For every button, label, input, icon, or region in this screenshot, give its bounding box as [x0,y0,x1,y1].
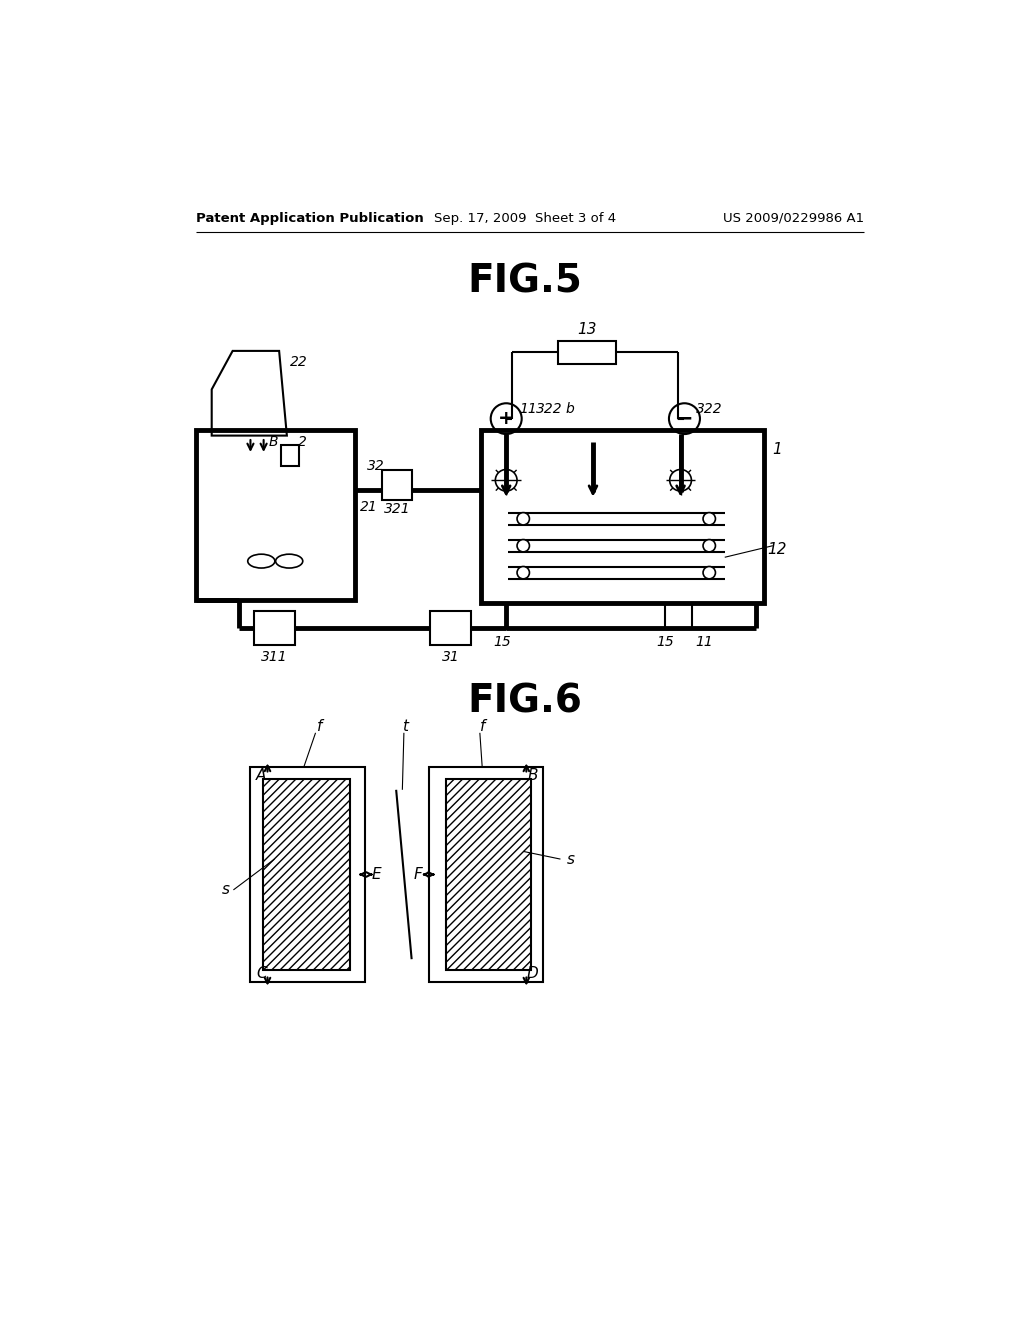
Text: 15: 15 [656,635,674,649]
Bar [445,779,531,970]
Bar [480,430,764,603]
Bar [382,470,412,499]
Text: 2: 2 [298,434,307,449]
Text: 12: 12 [768,543,787,557]
Bar [282,445,299,466]
Text: +: + [498,409,514,428]
Text: B: B [527,768,538,784]
Text: FIG.6: FIG.6 [467,682,583,721]
Bar [429,767,544,982]
Text: 32: 32 [368,459,385,474]
Text: 311: 311 [261,651,288,664]
Circle shape [703,566,716,578]
Text: 321: 321 [384,502,411,516]
Text: 322: 322 [696,403,723,416]
Circle shape [517,540,529,552]
Text: 1: 1 [772,442,782,457]
Text: US 2009/0229986 A1: US 2009/0229986 A1 [723,213,864,224]
Text: t: t [402,719,409,734]
Text: E: E [371,867,381,882]
Text: Patent Application Publication: Patent Application Publication [197,213,424,224]
Text: 322: 322 [536,403,562,416]
Text: f: f [479,719,484,734]
Text: 22: 22 [290,355,307,370]
Text: 31: 31 [441,651,460,664]
Text: s: s [221,882,229,898]
Text: 11: 11 [695,635,713,649]
Text: 15: 15 [494,635,511,649]
Text: f: f [316,719,323,734]
Bar [558,341,616,364]
Text: b: b [565,403,574,416]
Text: A: A [256,768,266,784]
Text: C: C [256,965,266,981]
Bar [254,611,295,645]
Text: F: F [414,867,422,882]
Text: B: B [269,434,279,449]
Bar [263,779,349,970]
Circle shape [703,540,716,552]
Circle shape [517,566,529,578]
Text: Sep. 17, 2009  Sheet 3 of 4: Sep. 17, 2009 Sheet 3 of 4 [434,213,615,224]
Text: s: s [566,851,574,867]
Text: 13: 13 [578,322,597,337]
Bar [251,767,366,982]
Bar [197,430,355,599]
Text: 21: 21 [360,500,378,515]
Circle shape [517,512,529,525]
Bar [430,611,471,645]
Text: D: D [526,965,539,981]
Text: 11: 11 [519,403,537,416]
Text: −: − [675,409,694,429]
Circle shape [703,512,716,525]
Text: FIG.5: FIG.5 [467,263,583,301]
